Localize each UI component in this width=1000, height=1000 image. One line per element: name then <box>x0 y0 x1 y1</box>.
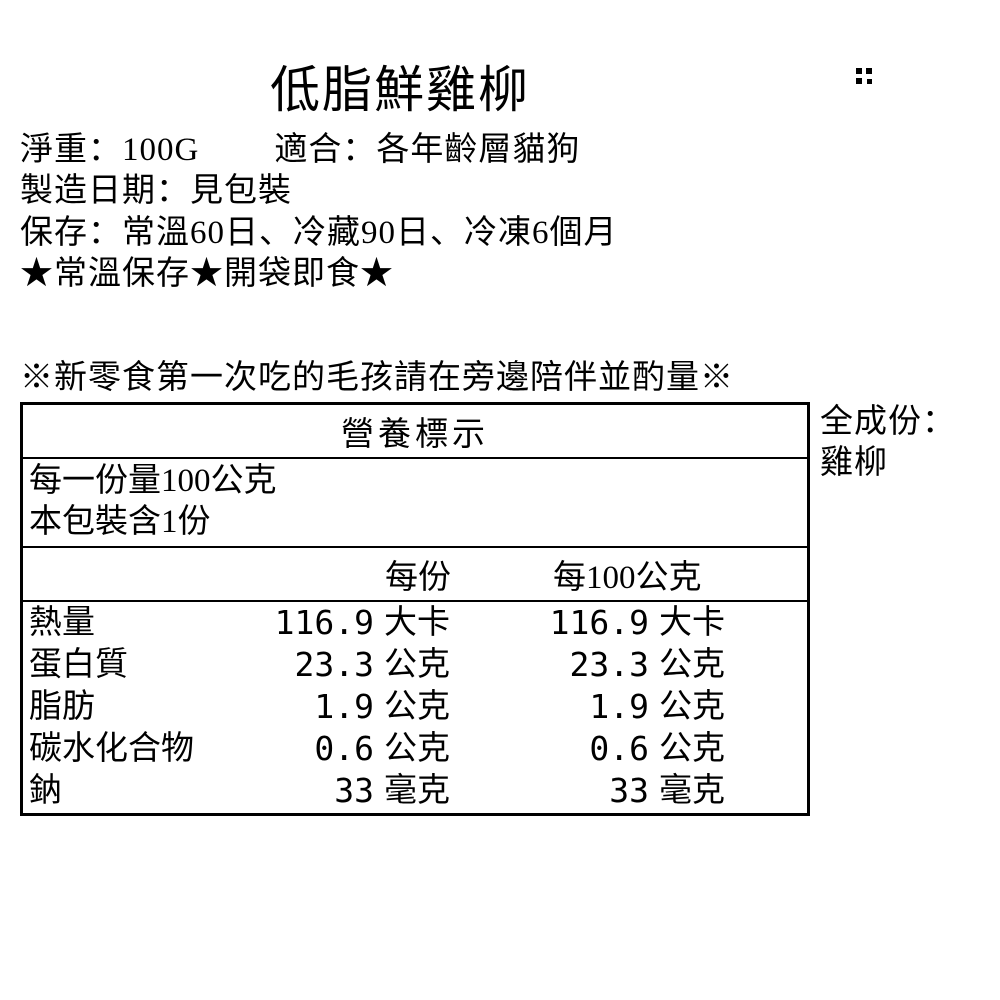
net-weight-label: 淨重： <box>20 132 122 168</box>
nutrition-columns-header: 每份 每100公克 <box>23 548 807 602</box>
nutrient-unit-per-serving: 公克 <box>384 728 494 770</box>
storage-value: 常溫60日、冷藏90日、冷凍6個月 <box>122 215 618 251</box>
nutrient-value-per-serving: 33 <box>219 770 384 812</box>
table-row: 熱量116.9大卡116.9大卡 <box>23 602 807 644</box>
suitable-label: 適合： <box>274 132 376 168</box>
suitable-value: 各年齡層貓狗 <box>376 132 580 168</box>
nutrient-label: 鈉 <box>29 770 219 812</box>
net-weight-value: 100G <box>122 132 199 168</box>
nutrient-label: 脂肪 <box>29 686 219 728</box>
nutrition-title: 營養標示 <box>23 405 807 459</box>
nutrient-label: 碳水化合物 <box>29 728 219 770</box>
table-row: 碳水化合物0.6公克0.6公克 <box>23 728 807 770</box>
nutrient-value-per-100g: 33 <box>494 770 659 812</box>
nutrient-unit-per-100g: 公克 <box>659 686 769 728</box>
warning-text: ※新零食第一次吃的毛孩請在旁邊陪伴並酌量※ <box>20 350 980 398</box>
product-title: 低脂鮮雞柳 <box>20 50 780 122</box>
info-line-weight-suitable: 淨重：100G 適合：各年齡層貓狗 <box>20 130 980 171</box>
ingredients-value: 雞柳 <box>820 443 956 484</box>
nutrient-value-per-serving: 23.3 <box>219 644 384 686</box>
serving-info: 每一份量100公克 本包裝含1份 <box>23 459 807 548</box>
nutrient-unit-per-100g: 公克 <box>659 644 769 686</box>
nutrient-unit-per-serving: 大卡 <box>384 602 494 644</box>
nutrient-value-per-serving: 1.9 <box>219 686 384 728</box>
storage-label: 保存： <box>20 215 122 251</box>
ingredients-label: 全成份： <box>820 402 956 443</box>
nutrient-unit-per-serving: 公克 <box>384 644 494 686</box>
package-contains: 本包裝含1份 <box>29 502 801 543</box>
qr-code-icon <box>856 68 872 84</box>
info-line-storage: 保存：常溫60日、冷藏90日、冷凍6個月 <box>20 213 980 254</box>
nutrient-unit-per-100g: 大卡 <box>659 602 769 644</box>
info-line-mfg: 製造日期：見包裝 <box>20 171 980 212</box>
table-row: 蛋白質23.3公克23.3公克 <box>23 644 807 686</box>
nutrient-value-per-100g: 116.9 <box>494 602 659 644</box>
nutrient-unit-per-100g: 毫克 <box>659 770 769 812</box>
nutrition-table: 營養標示 每一份量100公克 本包裝含1份 每份 每100公克 熱量116.9大… <box>20 402 810 816</box>
mfg-date-value: 見包裝 <box>190 173 292 209</box>
mfg-date-label: 製造日期： <box>20 173 190 209</box>
nutrition-rows: 熱量116.9大卡116.9大卡蛋白質23.3公克23.3公克脂肪1.9公克1.… <box>23 602 807 813</box>
table-row: 鈉33毫克33毫克 <box>23 770 807 812</box>
nutrient-value-per-serving: 0.6 <box>219 728 384 770</box>
per-serving-amount: 每一份量100公克 <box>29 461 801 502</box>
table-row: 脂肪1.9公克1.9公克 <box>23 686 807 728</box>
ingredients-block: 全成份： 雞柳 <box>810 402 956 485</box>
nutrient-value-per-100g: 23.3 <box>494 644 659 686</box>
info-line-features: ★常溫保存★開袋即食★ <box>20 254 980 295</box>
nutrient-unit-per-serving: 公克 <box>384 686 494 728</box>
nutrient-label: 熱量 <box>29 602 219 644</box>
col-per-serving: 每份 <box>303 550 533 598</box>
nutrient-value-per-serving: 116.9 <box>219 602 384 644</box>
nutrient-value-per-100g: 1.9 <box>494 686 659 728</box>
nutrient-unit-per-100g: 公克 <box>659 728 769 770</box>
nutrient-value-per-100g: 0.6 <box>494 728 659 770</box>
col-per-100g: 每100公克 <box>533 550 813 598</box>
nutrient-label: 蛋白質 <box>29 644 219 686</box>
nutrient-unit-per-serving: 毫克 <box>384 770 494 812</box>
